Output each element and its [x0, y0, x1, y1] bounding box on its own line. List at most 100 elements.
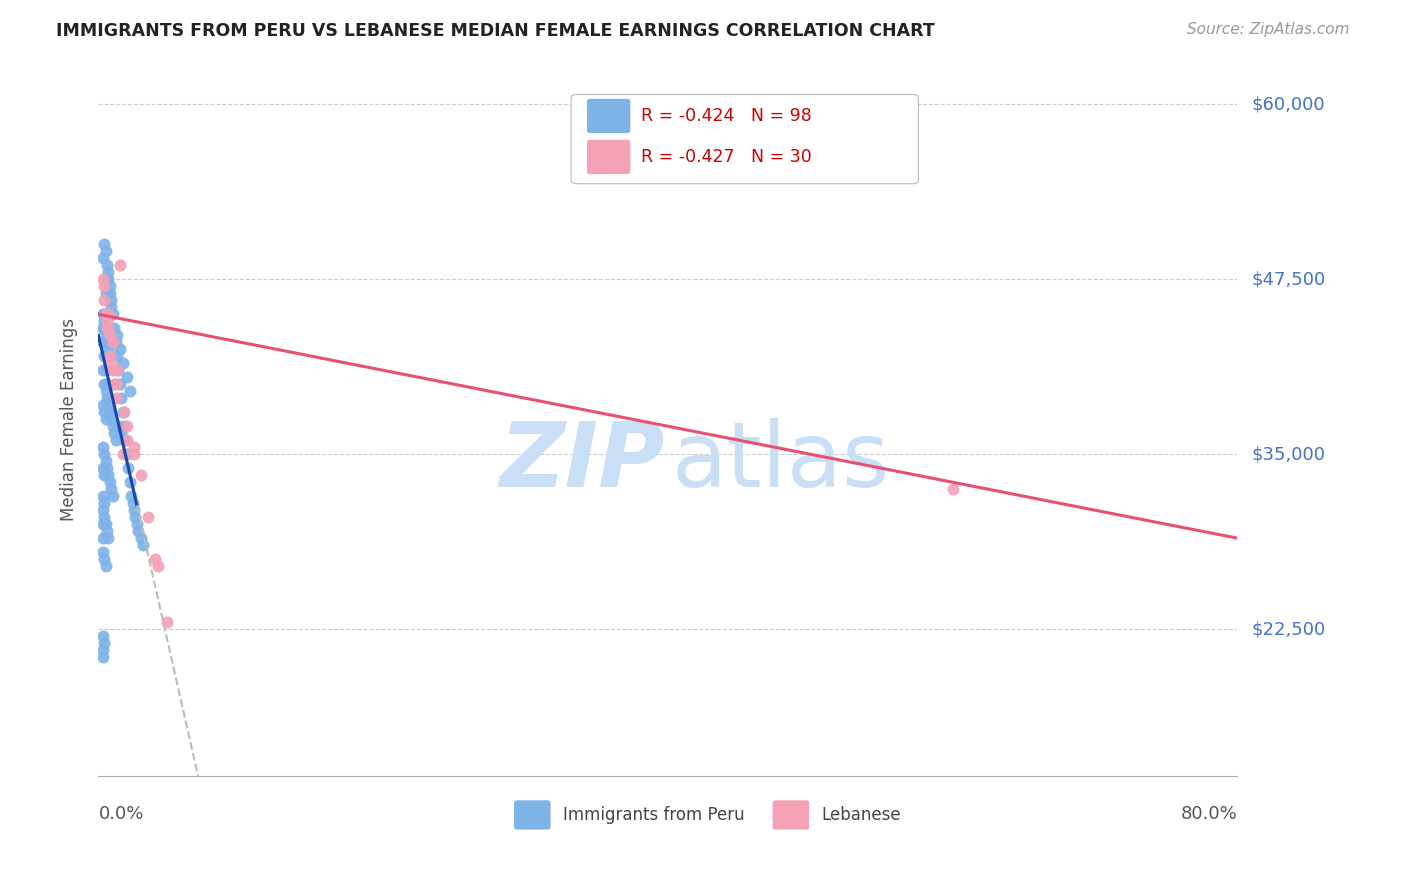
Text: R = -0.427   N = 30: R = -0.427 N = 30	[641, 148, 811, 166]
Point	[120, 489, 142, 503]
Point	[93, 552, 115, 566]
Point	[117, 461, 139, 475]
Text: $35,000: $35,000	[1251, 445, 1326, 463]
Point	[100, 482, 122, 496]
Point	[115, 447, 138, 461]
Point	[91, 643, 114, 657]
Point	[98, 279, 121, 293]
Text: $47,500: $47,500	[1251, 270, 1326, 288]
Point	[118, 384, 141, 399]
Point	[93, 314, 115, 328]
Point	[93, 279, 115, 293]
Point	[103, 321, 125, 335]
Point	[93, 468, 115, 483]
Point	[100, 412, 122, 426]
Point	[97, 398, 120, 412]
Point	[91, 398, 114, 412]
Point	[108, 377, 131, 392]
Point	[108, 258, 131, 272]
Point	[98, 475, 121, 490]
Point	[125, 517, 148, 532]
Point	[91, 252, 114, 266]
Point	[111, 356, 134, 370]
Point	[101, 335, 124, 350]
Point	[96, 272, 118, 286]
Point	[101, 363, 124, 377]
Point	[129, 531, 152, 545]
Point	[942, 482, 965, 496]
Point	[100, 293, 122, 308]
Point	[96, 461, 118, 475]
Point	[121, 496, 143, 510]
Point	[96, 314, 118, 328]
Point	[98, 349, 121, 363]
Point	[93, 349, 115, 363]
Point	[91, 335, 114, 350]
Point	[97, 391, 120, 405]
Point	[97, 307, 120, 321]
Point	[91, 503, 114, 517]
Text: Source: ZipAtlas.com: Source: ZipAtlas.com	[1187, 22, 1350, 37]
Point	[97, 343, 120, 357]
Point	[93, 307, 115, 321]
Point	[104, 391, 127, 405]
Point	[98, 328, 121, 343]
FancyBboxPatch shape	[586, 140, 630, 174]
Point	[101, 307, 124, 321]
Point	[94, 559, 117, 574]
Point	[94, 517, 117, 532]
Point	[91, 307, 114, 321]
Point	[91, 363, 114, 377]
Point	[105, 363, 128, 377]
Point	[122, 503, 145, 517]
Point	[91, 440, 114, 454]
FancyBboxPatch shape	[515, 800, 551, 830]
Point	[94, 412, 117, 426]
FancyBboxPatch shape	[773, 800, 808, 830]
Point	[122, 447, 145, 461]
Point	[104, 377, 127, 392]
Point	[148, 559, 170, 574]
Point	[91, 321, 114, 335]
Point	[94, 454, 117, 468]
Point	[96, 321, 118, 335]
Point	[112, 405, 135, 419]
Point	[98, 349, 121, 363]
Point	[91, 461, 114, 475]
Text: IMMIGRANTS FROM PERU VS LEBANESE MEDIAN FEMALE EARNINGS CORRELATION CHART: IMMIGRANTS FROM PERU VS LEBANESE MEDIAN …	[56, 22, 935, 40]
Point	[93, 510, 115, 524]
Point	[93, 447, 115, 461]
Point	[98, 405, 121, 419]
Point	[105, 328, 128, 343]
Point	[94, 328, 117, 343]
Point	[136, 510, 159, 524]
Point	[96, 258, 118, 272]
Text: atlas: atlas	[671, 418, 890, 506]
Text: ZIP: ZIP	[499, 418, 665, 506]
Text: $22,500: $22,500	[1251, 620, 1326, 638]
Point	[107, 363, 129, 377]
Point	[93, 237, 115, 252]
Point	[111, 447, 134, 461]
Point	[107, 419, 129, 434]
Point	[100, 301, 122, 315]
Point	[93, 496, 115, 510]
Text: 0.0%: 0.0%	[98, 805, 143, 822]
Point	[91, 531, 114, 545]
Point	[115, 419, 138, 434]
Point	[94, 244, 117, 259]
Point	[96, 391, 118, 405]
Point	[94, 307, 117, 321]
Point	[131, 538, 153, 552]
Point	[91, 545, 114, 559]
Point	[129, 468, 152, 483]
Point	[93, 405, 115, 419]
Point	[110, 391, 132, 405]
Point	[91, 272, 114, 286]
Point	[97, 272, 120, 286]
Point	[97, 321, 120, 335]
Point	[97, 468, 120, 483]
Point	[91, 517, 114, 532]
Point	[103, 377, 125, 392]
Point	[111, 405, 134, 419]
